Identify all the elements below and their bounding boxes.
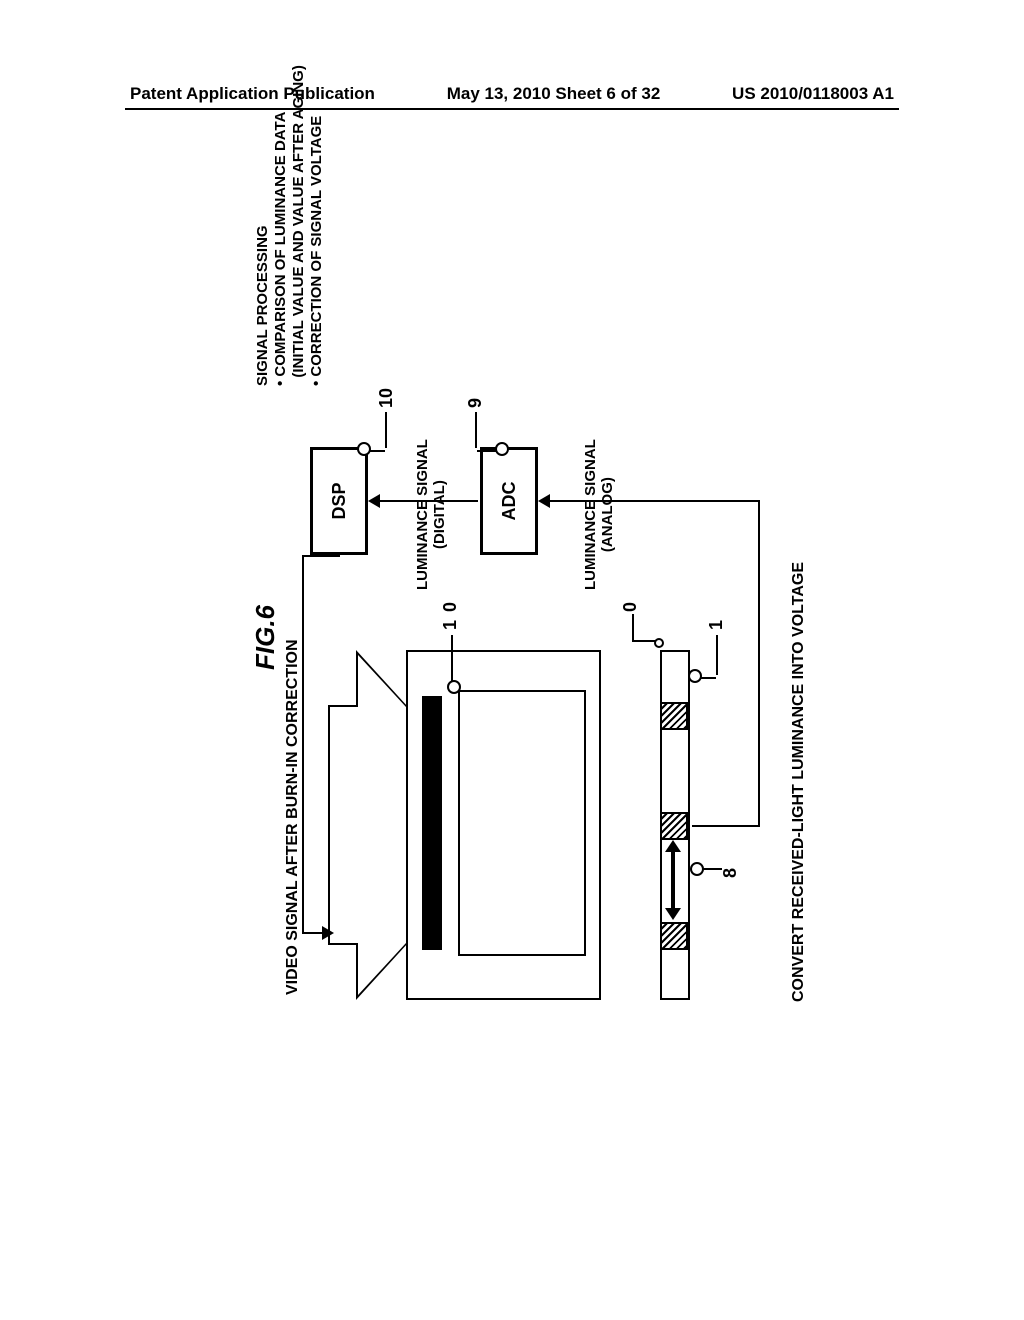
- sensor-chip-3: [660, 702, 688, 730]
- luminance-digital-label: LUMINANCE SIGNAL (DIGITAL): [415, 439, 448, 590]
- sigproc-bullet1: • COMPARISON OF LUMINANCE DATA: [272, 65, 290, 386]
- ref-1-board: 1: [706, 620, 727, 630]
- chip-span-arrow-bar: [671, 848, 675, 912]
- monitor-screen: [458, 690, 586, 956]
- dsp-ref-lead: [385, 412, 387, 448]
- monitor-side-left-fill: [358, 943, 406, 995]
- monitor-back: [328, 705, 358, 945]
- adc-block: ADC: [480, 447, 538, 555]
- display-monitor: [328, 650, 603, 1000]
- board-ref-lead: [716, 635, 718, 675]
- ref-0-top: 0: [440, 602, 461, 612]
- chip-span-arrow-right: [665, 840, 681, 852]
- dsp-block: DSP: [310, 447, 368, 555]
- sensor-chip-1: [660, 922, 688, 950]
- ref-0-bot: 0: [620, 602, 641, 612]
- video-signal-label: VIDEO SIGNAL AFTER BURN-IN CORRECTION: [284, 639, 302, 995]
- convert-label: CONVERT RECEIVED-LIGHT LUMINANCE INTO VO…: [790, 562, 808, 1002]
- ref-10: 10: [376, 388, 397, 408]
- lum-ana-l1: LUMINANCE SIGNAL: [583, 439, 600, 590]
- chip-span-arrow-left: [665, 908, 681, 920]
- sensor-chip-2: [660, 812, 688, 840]
- dsp-label: DSP: [329, 483, 350, 520]
- ref-9: 9: [465, 398, 486, 408]
- lum-dig-l1: LUMINANCE SIGNAL: [415, 439, 432, 590]
- ref-1-screen: 1: [440, 620, 461, 630]
- screen-ref-lead: [451, 635, 453, 690]
- chip-ref-lead: [700, 868, 722, 870]
- ref-0-bot-lead-dot: [654, 638, 664, 648]
- analog-signal-arrow-v: [540, 500, 758, 502]
- monitor-side-right-fill: [358, 655, 406, 707]
- sigproc-bullet2: • CORRECTION OF SIGNAL VOLTAGE: [308, 65, 326, 386]
- dsp-to-monitor-wire: [302, 555, 304, 932]
- analog-from-chip-wire: [692, 825, 760, 827]
- luminance-analog-label: LUMINANCE SIGNAL (ANALOG): [583, 439, 616, 590]
- adc-ref-lead: [475, 412, 477, 448]
- monitor-front-panel: [406, 650, 601, 1000]
- sigproc-title: SIGNAL PROCESSING: [254, 65, 272, 386]
- figure-rotated-container: FIG.6 VIDEO SIGNAL AFTER BURN-IN CORRECT…: [0, 86, 1024, 1110]
- ref-0-bot-lead-h: [632, 614, 634, 640]
- sigproc-bullet1b: (INITIAL VALUE AND VALUE AFTER AGING): [290, 65, 308, 386]
- ref-8: 8: [720, 868, 741, 878]
- figure-title: FIG.6: [250, 605, 281, 670]
- signal-processing-note: SIGNAL PROCESSING • COMPARISON OF LUMINA…: [254, 65, 326, 386]
- adc-label: ADC: [499, 482, 520, 521]
- monitor-black-bar: [422, 696, 442, 950]
- dsp-vertical-wire: [302, 555, 340, 557]
- lum-ana-l2: (ANALOG): [600, 439, 617, 590]
- lum-dig-l2: (DIGITAL): [432, 439, 449, 590]
- analog-signal-wire-h: [758, 500, 760, 826]
